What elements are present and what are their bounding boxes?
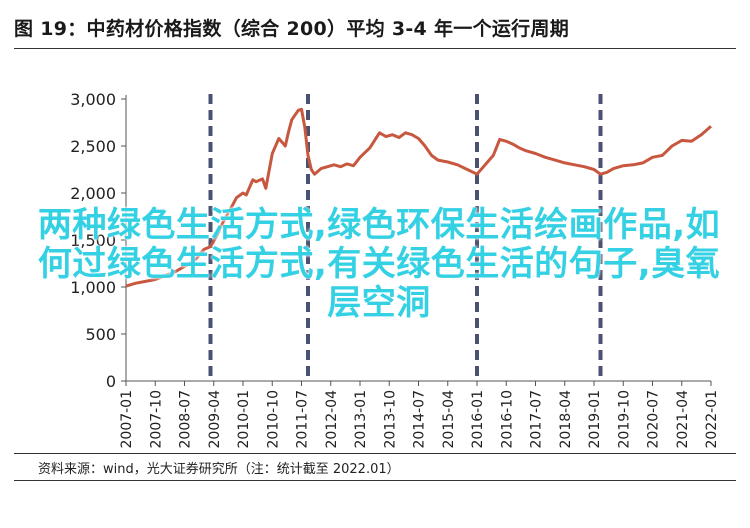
x-tick-label: 2007-01: [119, 390, 135, 449]
x-tick-label: 2020-07: [646, 390, 662, 449]
chart-title: 图 19：中药材价格指数（综合 200）平均 3-4 年一个运行周期: [14, 18, 570, 40]
price-index-line: [125, 107, 712, 288]
source-note: 资料来源：wind，光大证券研究所（注：统计截至 2022.01）: [38, 462, 400, 477]
y-tick-label: 0: [106, 372, 116, 391]
x-tick-label: 2014-07: [412, 390, 428, 449]
y-tick-label: 500: [85, 325, 116, 344]
title-rule: [14, 48, 736, 49]
x-tick-label: 2012-04: [324, 390, 340, 449]
source-rule: [14, 453, 736, 454]
x-tick-label: 2017-07: [529, 390, 545, 449]
x-tick-label: 2016-10: [499, 390, 515, 449]
bottom-rule: [14, 480, 736, 481]
x-tick-label: 2010-01: [236, 390, 252, 449]
x-tick-label: 2009-04: [207, 390, 223, 449]
x-tick-label: 2019-10: [616, 390, 632, 449]
x-tick-label: 2007-10: [148, 390, 164, 449]
x-tick-label: 2013-01: [353, 390, 369, 449]
y-tick-label: 3,000: [70, 90, 116, 109]
overlay-caption: 两种绿色生活方式,绿色环保生活绘画作品,如何过绿色生活方式,有关绿色生活的句子,…: [37, 205, 721, 323]
x-tick-label: 2013-10: [382, 390, 398, 449]
x-tick-label: 2021-04: [675, 390, 691, 449]
x-tick-label: 2010-10: [265, 390, 281, 449]
x-tick-label: 2015-04: [441, 390, 457, 449]
y-tick-label: 1,000: [70, 278, 116, 297]
y-tick-label: 1,500: [70, 231, 116, 250]
series-group: [125, 107, 712, 288]
x-tick-label: 2022-01: [704, 390, 720, 449]
y-tick-label: 2,000: [70, 184, 116, 203]
x-tick-label: 2018-04: [558, 390, 574, 449]
x-tick-label: 2008-07: [178, 390, 194, 449]
x-tick-label: 2019-01: [587, 390, 603, 449]
x-tick-label: 2011-07: [295, 390, 311, 449]
x-tick-label: 2016-01: [470, 390, 486, 449]
y-tick-label: 2,500: [70, 137, 116, 156]
chart-axes: 0 500 1,000 1,500 2,000 2,500 3,000 2007-01 2007…: [70, 90, 720, 449]
